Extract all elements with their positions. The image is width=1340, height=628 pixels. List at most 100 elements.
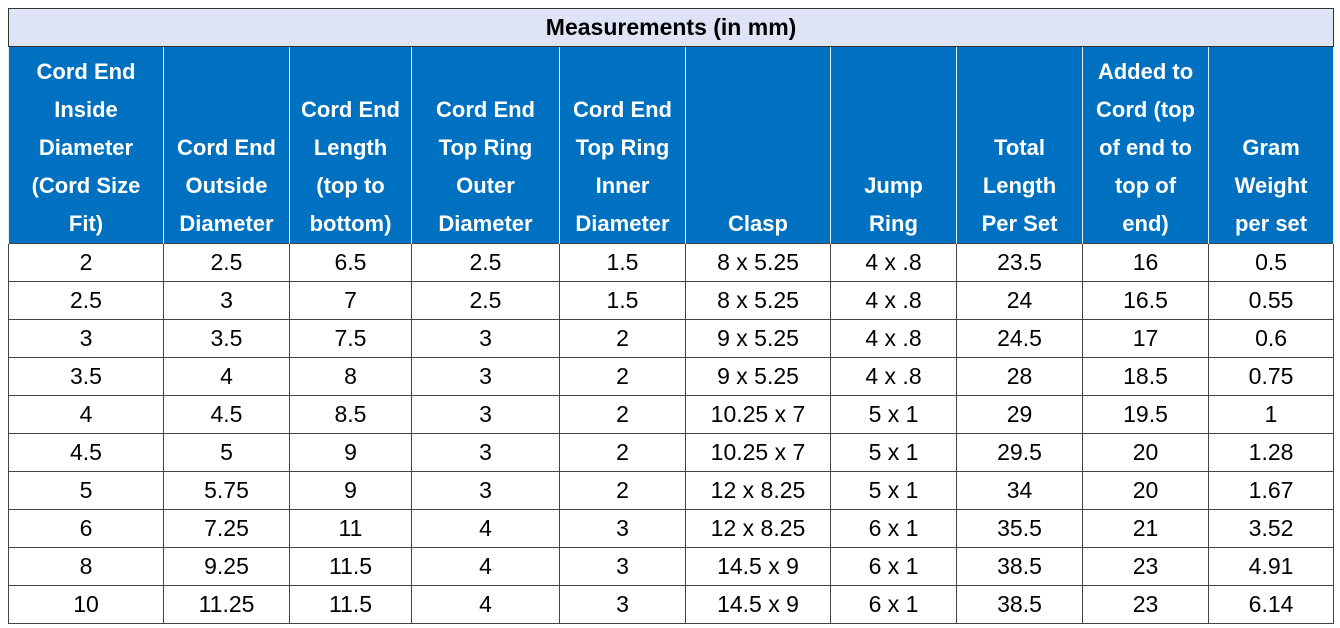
- table-cell: 4.5: [8, 433, 164, 472]
- table-cell: 1.67: [1207, 471, 1335, 510]
- header-line: (top to: [316, 173, 385, 198]
- table-cell: 8.5: [289, 395, 412, 434]
- table-cell: 3.5: [163, 319, 290, 358]
- table-cell: 3: [411, 319, 560, 358]
- table-cell: 3: [559, 585, 686, 624]
- header-line: (Cord Size: [31, 173, 141, 198]
- header-line: Weight: [1234, 173, 1308, 198]
- table-cell: 28: [956, 357, 1083, 396]
- table-cell: 9: [289, 471, 412, 510]
- table-cell: 20: [1082, 433, 1209, 472]
- header-line: Outside: [185, 173, 268, 198]
- table-cell: 3: [411, 471, 560, 510]
- column-header: Added to Cord (top of end to top of end): [1082, 46, 1209, 244]
- table-cell: 2: [559, 471, 686, 510]
- table-cell: 1: [1207, 395, 1335, 434]
- header-line: Diameter: [438, 211, 533, 236]
- table-cell: 5 x 1: [830, 395, 957, 434]
- table-cell: 4 x .8: [830, 243, 957, 282]
- table-cell: 5: [8, 471, 164, 510]
- table-title: Measurements (in mm): [7, 8, 1335, 47]
- table-cell: 16: [1082, 243, 1209, 282]
- table-cell: 4: [163, 357, 290, 396]
- table-cell: 11.25: [163, 585, 290, 624]
- table-cell: 6: [8, 509, 164, 548]
- table-cell: 4 x .8: [830, 319, 957, 358]
- table-cell: 4: [411, 509, 560, 548]
- header-line: Diameter: [38, 135, 134, 160]
- header-line: Length: [313, 135, 388, 160]
- table-cell: 11.5: [289, 547, 412, 586]
- table-cell: 38.5: [956, 585, 1083, 624]
- table-cell: 9: [289, 433, 412, 472]
- table-cell: 29: [956, 395, 1083, 434]
- table-cell: 14.5 x 9: [685, 547, 831, 586]
- header-line: Cord End: [301, 97, 400, 122]
- header-line: Top Ring: [575, 135, 670, 160]
- table-cell: 3.5: [8, 357, 164, 396]
- table-cell: 29.5: [956, 433, 1083, 472]
- table-cell: 2.5: [411, 281, 560, 320]
- table-cell: 3: [411, 433, 560, 472]
- header-line: Cord End: [573, 97, 672, 122]
- table-cell: 14.5 x 9: [685, 585, 831, 624]
- table-cell: 4 x .8: [830, 281, 957, 320]
- table-cell: 2: [559, 395, 686, 434]
- header-line: top of: [1114, 173, 1177, 198]
- table-cell: 20: [1082, 471, 1209, 510]
- column-header: Cord End Inside Diameter (Cord Size Fit): [8, 46, 164, 244]
- table-cell: 21: [1082, 509, 1209, 548]
- table-cell: 0.55: [1207, 281, 1335, 320]
- table-cell: 3: [163, 281, 290, 320]
- table-cell: 5 x 1: [830, 433, 957, 472]
- table-cell: 9.25: [163, 547, 290, 586]
- table-cell: 5.75: [163, 471, 290, 510]
- table-cell: 5: [163, 433, 290, 472]
- table-row: 3 3.5 7.5 3 2 9 x 5.25 4 x .8 24.5 17 0.6: [8, 319, 1335, 358]
- table-cell: 3: [8, 319, 164, 358]
- header-line: Gram: [1242, 135, 1300, 160]
- table-cell: 23: [1082, 585, 1209, 624]
- table-cell: 2.5: [163, 243, 290, 282]
- table-cell: 12 x 8.25: [685, 471, 831, 510]
- column-header: Cord End Length (top to bottom): [289, 46, 412, 244]
- table-cell: 9 x 5.25: [685, 357, 831, 396]
- table-cell: 7.25: [163, 509, 290, 548]
- header-line: Fit): [68, 211, 104, 236]
- table-cell: 11: [289, 509, 412, 548]
- table-cell: 16.5: [1082, 281, 1209, 320]
- table-cell: 23: [1082, 547, 1209, 586]
- table-cell: 19.5: [1082, 395, 1209, 434]
- header-line: Cord (top: [1096, 97, 1195, 122]
- header-line: Cord End: [177, 135, 276, 160]
- table-cell: 4: [411, 585, 560, 624]
- table-cell: 2: [559, 357, 686, 396]
- table-cell: 24.5: [956, 319, 1083, 358]
- header-line: Inside: [54, 97, 118, 122]
- table-cell: 6 x 1: [830, 547, 957, 586]
- table-cell: 11.5: [289, 585, 412, 624]
- header-line: Per Set: [981, 211, 1058, 236]
- table-cell: 34: [956, 471, 1083, 510]
- table-cell: 18.5: [1082, 357, 1209, 396]
- table-cell: 5 x 1: [830, 471, 957, 510]
- table-row: 6 7.25 11 4 3 12 x 8.25 6 x 1 35.5 21 3.52: [8, 509, 1335, 548]
- table-cell: 4.5: [163, 395, 290, 434]
- column-header: Gram Weight per set: [1207, 46, 1335, 244]
- table-cell: 10.25 x 7: [685, 433, 831, 472]
- header-line: Jump: [864, 173, 923, 198]
- header-line: Length: [982, 173, 1057, 198]
- table-cell: 6.5: [289, 243, 412, 282]
- table-row: 5 5.75 9 3 2 12 x 8.25 5 x 1 34 20 1.67: [8, 471, 1335, 510]
- table-cell: 4: [8, 395, 164, 434]
- table-cell: 2: [559, 433, 686, 472]
- header-line: Total: [994, 135, 1045, 160]
- table-cell: 8 x 5.25: [685, 243, 831, 282]
- table-cell: 6.14: [1207, 585, 1335, 624]
- table-cell: 17: [1082, 319, 1209, 358]
- header-line: Cord End: [36, 59, 136, 84]
- table-row: 2.5 3 7 2.5 1.5 8 x 5.25 4 x .8 24 16.5 0.55: [8, 281, 1335, 320]
